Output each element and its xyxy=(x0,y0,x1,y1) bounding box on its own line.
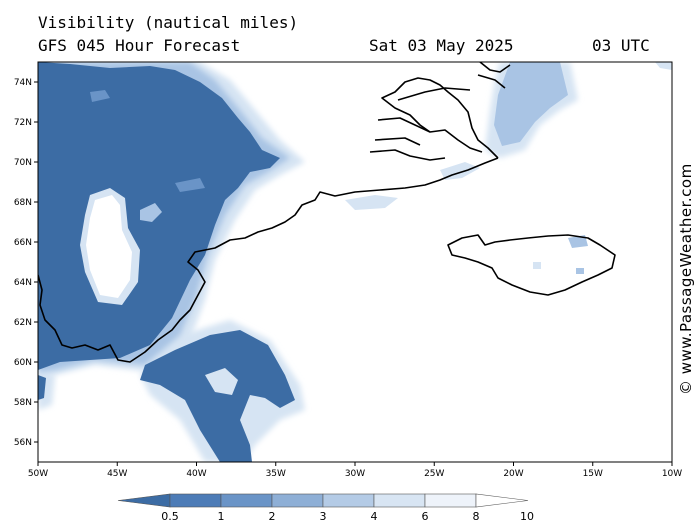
legend-label: 6 xyxy=(422,510,429,523)
lon-tick-label: 10W xyxy=(662,469,682,479)
legend-label: 3 xyxy=(320,510,327,523)
coastlines xyxy=(38,62,616,363)
forecast-time: 03 UTC xyxy=(592,36,650,55)
lat-tick-label: 56N xyxy=(14,438,32,448)
longitude-axis: 50W 45W 40W 35W 30W 25W 20W 15W 10W xyxy=(28,462,682,479)
lat-tick-label: 66N xyxy=(14,238,32,248)
map-title: Visibility (nautical miles) xyxy=(38,13,299,32)
clear-patch-inner xyxy=(86,195,132,298)
legend-label: 0.5 xyxy=(161,510,179,523)
visibility-iceland-dot xyxy=(576,268,584,274)
visibility-strait xyxy=(345,195,398,210)
greenland-fjords xyxy=(369,62,511,161)
legend-swatch xyxy=(220,493,273,508)
forecast-subtitle: GFS 045 Hour Forecast xyxy=(38,36,241,55)
lat-tick-label: 64N xyxy=(14,278,32,288)
greenland-northeast-coast xyxy=(381,77,499,159)
legend-label: 2 xyxy=(269,510,276,523)
visibility-iceland-east xyxy=(568,235,588,248)
legend-label: 1 xyxy=(218,510,225,523)
low-visibility-south xyxy=(140,330,295,462)
legend-label: 8 xyxy=(473,510,480,523)
legend-swatch xyxy=(271,493,324,508)
lat-tick-label: 62N xyxy=(14,318,32,328)
visibility-field xyxy=(38,62,672,462)
lat-tick-label: 70N xyxy=(14,158,32,168)
lon-tick-label: 40W xyxy=(186,469,206,479)
legend-swatch xyxy=(424,493,477,508)
clear-patch-top xyxy=(90,90,110,102)
lon-tick-label: 25W xyxy=(424,469,444,479)
visibility-ne-corner xyxy=(655,62,672,70)
visibility-iceland-dot-west xyxy=(533,262,541,269)
lat-tick-label: 74N xyxy=(14,78,32,88)
visibility-legend: 0.5 1 2 3 4 6 8 10 xyxy=(117,493,534,523)
lon-tick-label: 50W xyxy=(28,469,48,479)
legend-swatch xyxy=(169,493,222,508)
lat-tick-label: 68N xyxy=(14,198,32,208)
lat-tick-label: 58N xyxy=(14,398,32,408)
lat-tick-label: 60N xyxy=(14,358,32,368)
legend-swatch xyxy=(373,493,426,508)
clear-patch-ne xyxy=(175,178,205,192)
lon-tick-label: 15W xyxy=(583,469,603,479)
clear-gap-south xyxy=(205,368,238,395)
legend-label: 10 xyxy=(520,510,534,523)
lon-tick-label: 30W xyxy=(345,469,365,479)
legend-arrow-low xyxy=(117,493,171,508)
low-visibility-west-edge xyxy=(38,375,46,400)
legend-arrow-high xyxy=(475,493,529,508)
legend-label: 4 xyxy=(371,510,378,523)
lon-tick-label: 35W xyxy=(266,469,286,479)
forecast-date: Sat 03 May 2025 xyxy=(369,36,514,55)
lon-tick-label: 20W xyxy=(503,469,523,479)
iceland-coast xyxy=(447,234,616,296)
clear-patch-small xyxy=(140,203,162,222)
greenland-east-coast xyxy=(38,157,499,363)
lon-tick-label: 45W xyxy=(107,469,127,479)
legend-swatch xyxy=(322,493,375,508)
latitude-axis: 74N 72N 70N 68N 66N 64N 62N 60N 58N 56N xyxy=(14,78,38,448)
lat-tick-label: 72N xyxy=(14,118,32,128)
visibility-northeast-core xyxy=(494,62,568,146)
